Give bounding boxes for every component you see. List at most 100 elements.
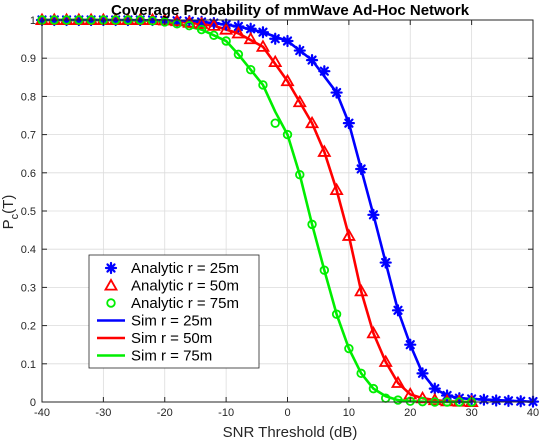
data-point: [194, 16, 209, 29]
legend-entry-5: Sim r = 50m: [97, 330, 212, 347]
marker-stroke: [106, 263, 116, 273]
x-tick-label: 40: [527, 407, 539, 419]
legend-box: [88, 254, 260, 369]
marker-stroke: [405, 340, 415, 350]
y-tick-label: 0: [30, 397, 36, 409]
marker-stroke: [491, 395, 501, 406]
data-point: [243, 31, 258, 45]
y-tick-label: 0.3: [21, 282, 36, 294]
data-point: [329, 182, 344, 196]
y-axis-label: Pc(T): [0, 195, 21, 230]
data-point: [393, 395, 403, 405]
data-point: [330, 86, 343, 99]
marker-stroke: [246, 24, 256, 34]
legend-entry-2: Analytic r = 50m: [103, 278, 239, 295]
data-point: [304, 115, 320, 129]
data-point: [342, 117, 355, 130]
marker-stroke: [417, 368, 428, 378]
data-point: [319, 265, 330, 275]
data-point: [245, 64, 256, 75]
data-point: [293, 44, 306, 57]
chart-title: Coverage Probability of mmWave Ad-Hoc Ne…: [111, 2, 470, 19]
data-point: [307, 219, 317, 230]
data-point: [355, 162, 368, 176]
data-point: [416, 367, 429, 380]
data-point: [318, 65, 331, 78]
data-point: [366, 325, 381, 339]
marker-stroke: [295, 45, 305, 56]
data-point: [280, 73, 295, 87]
legend-entry-3: Analytic r = 75m: [106, 295, 239, 312]
data-point: [368, 383, 379, 394]
legend-label: Sim r = 75m: [131, 348, 212, 365]
data-point: [502, 394, 515, 407]
data-point: [268, 54, 283, 68]
x-tick-label: -10: [218, 407, 234, 419]
y-tick-label: 1: [30, 15, 36, 27]
data-point: [331, 309, 342, 319]
y-axis-label-main: P: [0, 219, 17, 229]
data-point: [221, 36, 231, 46]
data-point: [390, 375, 406, 388]
data-point: [367, 208, 380, 221]
data-point: [490, 394, 503, 407]
data-point: [160, 17, 170, 27]
legend-symbol: [106, 298, 116, 308]
data-point: [317, 144, 332, 157]
data-point: [428, 382, 441, 395]
y-tick-label: 0.9: [21, 53, 36, 65]
marker-stroke: [282, 36, 293, 46]
legend-label: Analytic r = 50m: [131, 278, 239, 295]
data-point: [233, 49, 244, 60]
data-point: [255, 39, 271, 52]
marker-stroke: [381, 257, 391, 268]
data-point: [147, 16, 158, 26]
marker-stroke: [344, 118, 354, 128]
legend-symbol: [103, 278, 119, 291]
marker-stroke: [430, 383, 440, 394]
x-tick-label: 10: [343, 407, 355, 419]
ticks: -40 -30 -20 -10 0 10 20 30 40 0 0.1 0.2 0.3 0.4 0.5 0.6…: [21, 15, 539, 419]
data-point: [209, 30, 219, 40]
x-axis-label: SNR Threshold (dB): [223, 424, 358, 441]
y-tick-label: 0.6: [21, 168, 36, 180]
marker-stroke: [307, 55, 317, 65]
y-tick-label: 0.1: [21, 359, 36, 371]
data-point: [341, 228, 356, 241]
data-point: [196, 24, 207, 35]
x-tick-label: 0: [284, 407, 290, 419]
marker-stroke: [356, 164, 366, 174]
marker-stroke: [368, 210, 379, 220]
data-point: [292, 94, 307, 108]
data-point: [356, 368, 366, 379]
data-point: [391, 304, 405, 317]
legend-entry-1: Analytic r = 25m: [104, 260, 239, 277]
data-point: [477, 393, 490, 406]
data-point: [514, 395, 527, 408]
marker-stroke: [258, 27, 268, 37]
y-axis-label-sub: c: [9, 213, 21, 219]
marker-stroke: [319, 66, 329, 76]
data-point: [256, 26, 270, 39]
y-tick-label: 0.4: [21, 244, 36, 256]
data-point: [354, 283, 369, 297]
marker-stroke: [270, 34, 280, 44]
y-axis-label-tail: (T): [0, 195, 17, 214]
y-tick-label: 0.7: [21, 130, 36, 142]
data-point: [378, 354, 393, 367]
legend-entry-6: Sim r = 75m: [97, 348, 212, 365]
legend-label: Analytic r = 75m: [131, 295, 239, 312]
legend-label: Sim r = 50m: [131, 330, 212, 347]
data-point: [281, 34, 294, 48]
data-point: [344, 343, 354, 354]
data-point: [184, 21, 194, 31]
data-point: [282, 129, 293, 140]
data-point: [206, 18, 221, 31]
data-point: [295, 170, 305, 180]
data-point: [258, 80, 268, 90]
marker-stroke: [503, 396, 514, 406]
data-point: [219, 22, 234, 35]
